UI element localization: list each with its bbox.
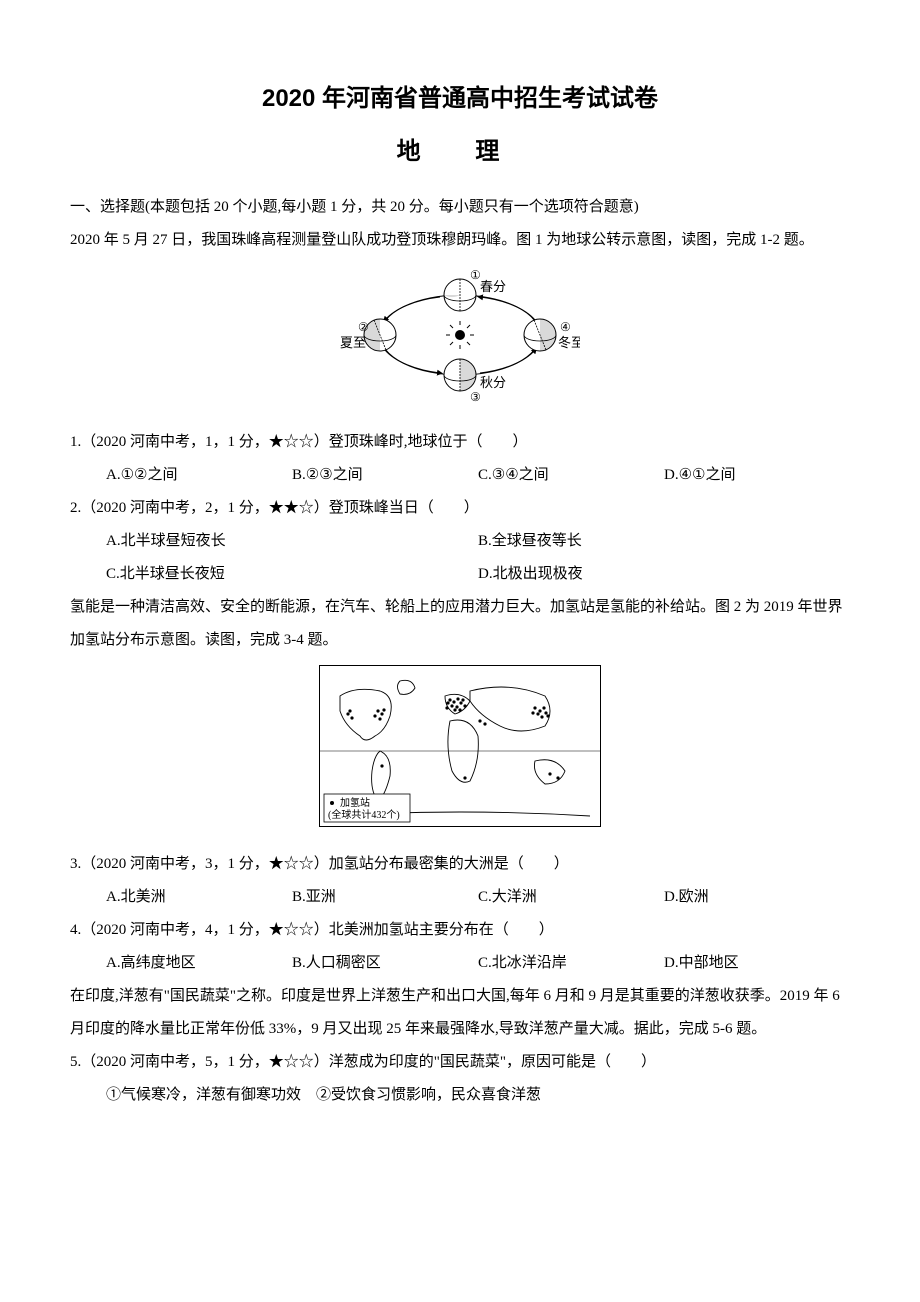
q1-opt-d: D.④①之间 bbox=[664, 459, 850, 492]
q2-opt-c: C.北半球昼长夜短 bbox=[106, 558, 478, 591]
q3-opt-c: C.大洋洲 bbox=[478, 881, 664, 914]
question-3-options: A.北美洲 B.亚洲 C.大洋洲 D.欧洲 bbox=[70, 881, 850, 914]
map-legend-total: (全球共计432个) bbox=[328, 808, 400, 821]
passage-1: 2020 年 5 月 27 日，我国珠峰高程测量登山队成功登顶珠穆朗玛峰。图 1… bbox=[70, 224, 850, 257]
orbit-label-top: 春分 bbox=[480, 279, 506, 294]
q1-opt-b: B.②③之间 bbox=[292, 459, 478, 492]
q4-opt-a: A.高纬度地区 bbox=[106, 947, 292, 980]
section-1-header: 一、选择题(本题包括 20 个小题,每小题 1 分，共 20 分。每小题只有一个… bbox=[70, 191, 850, 224]
figure-1-orbit-diagram: ① ② ③ ④ 春分 冬至 秋分 夏至 bbox=[70, 265, 850, 418]
world-map-svg: 加氢站 (全球共计432个) bbox=[319, 665, 601, 827]
globe-top bbox=[444, 279, 476, 311]
globe-left bbox=[364, 319, 396, 351]
question-1-options: A.①②之间 B.②③之间 C.③④之间 D.④①之间 bbox=[70, 459, 850, 492]
map-legend-label: 加氢站 bbox=[340, 796, 370, 809]
passage-3: 在印度,洋葱有"国民蔬菜"之称。印度是世界上洋葱生产和出口大国,每年 6 月和 … bbox=[70, 980, 850, 1046]
orbit-label-bottom: 秋分 bbox=[480, 375, 506, 390]
globe-right bbox=[524, 319, 556, 351]
question-5-stem: 5.（2020 河南中考，5，1 分，★☆☆）洋葱成为印度的"国民蔬菜"，原因可… bbox=[70, 1046, 850, 1079]
orbit-svg: ① ② ③ ④ 春分 冬至 秋分 夏至 bbox=[340, 265, 580, 405]
question-2-stem: 2.（2020 河南中考，2，1 分，★★☆）登顶珠峰当日（ ） bbox=[70, 492, 850, 525]
question-3-stem: 3.（2020 河南中考，3，1 分，★☆☆）加氢站分布最密集的大洲是（ ） bbox=[70, 848, 850, 881]
q2-opt-a: A.北半球昼短夜长 bbox=[106, 525, 478, 558]
question-5-sub: ①气候寒冷，洋葱有御寒功效 ②受饮食习惯影响，民众喜食洋葱 bbox=[70, 1079, 850, 1112]
orbit-label-left: 夏至 bbox=[340, 335, 366, 350]
q2-opt-b: B.全球昼夜等长 bbox=[478, 525, 850, 558]
q3-opt-b: B.亚洲 bbox=[292, 881, 478, 914]
q4-opt-d: D.中部地区 bbox=[664, 947, 850, 980]
q3-opt-d: D.欧洲 bbox=[664, 881, 850, 914]
exam-title-main: 2020 年河南省普通高中招生考试试卷 bbox=[70, 80, 850, 118]
q4-opt-c: C.北冰洋沿岸 bbox=[478, 947, 664, 980]
q1-opt-a: A.①②之间 bbox=[106, 459, 292, 492]
orbit-num-2: ② bbox=[358, 320, 369, 334]
passage-2: 氢能是一种清洁高效、安全的断能源，在汽车、轮船上的应用潜力巨大。加氢站是氢能的补… bbox=[70, 591, 850, 657]
globe-bottom bbox=[444, 359, 476, 391]
orbit-num-4: ④ bbox=[560, 320, 571, 334]
orbit-label-right: 冬至 bbox=[558, 335, 580, 350]
question-1-stem: 1.（2020 河南中考，1，1 分，★☆☆）登顶珠峰时,地球位于（ ） bbox=[70, 426, 850, 459]
question-4-options: A.高纬度地区 B.人口稠密区 C.北冰洋沿岸 D.中部地区 bbox=[70, 947, 850, 980]
exam-title-sub: 地 理 bbox=[70, 126, 850, 179]
q1-opt-c: C.③④之间 bbox=[478, 459, 664, 492]
question-2-options-row1: A.北半球昼短夜长 B.全球昼夜等长 bbox=[70, 525, 850, 558]
q2-opt-d: D.北极出现极夜 bbox=[478, 558, 850, 591]
question-2-options-row2: C.北半球昼长夜短 D.北极出现极夜 bbox=[70, 558, 850, 591]
q3-opt-a: A.北美洲 bbox=[106, 881, 292, 914]
question-4-stem: 4.（2020 河南中考，4，1 分，★☆☆）北美洲加氢站主要分布在（ ） bbox=[70, 914, 850, 947]
figure-2-world-map: 加氢站 (全球共计432个) bbox=[70, 665, 850, 840]
q4-opt-b: B.人口稠密区 bbox=[292, 947, 478, 980]
orbit-num-3: ③ bbox=[470, 390, 481, 404]
